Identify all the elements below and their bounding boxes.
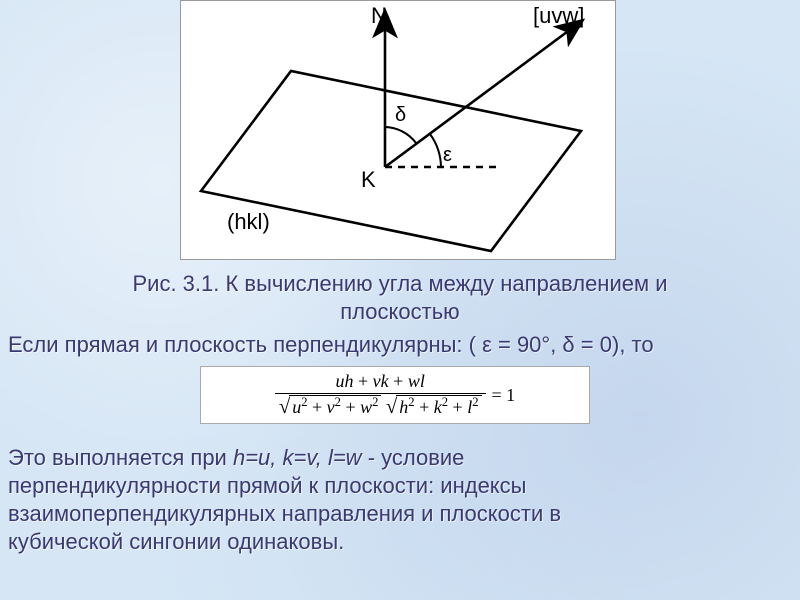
label-delta: δ	[395, 104, 406, 126]
caption-line1: Рис. 3.1. К вычислению угла между направ…	[0, 270, 800, 298]
diagram-svg: N [uvw] δ ε K (hkl)	[181, 1, 617, 261]
arc-epsilon	[430, 134, 441, 167]
denominator: u2 + v2 + w2 h2 + k2 + l2	[275, 393, 486, 418]
crystallography-diagram: N [uvw] δ ε K (hkl)	[180, 0, 616, 260]
perp-condition-text: Если прямая и плоскость перпендикулярны:…	[8, 332, 654, 358]
conclusion-l2: перпендикулярности прямой к плоскости: и…	[8, 472, 561, 500]
label-N: N	[371, 3, 387, 28]
conclusion-l4: кубической сингонии одинаковы.	[8, 528, 561, 556]
label-K: K	[361, 167, 376, 192]
label-hkl: (hkl)	[227, 209, 270, 234]
label-epsilon: ε	[443, 144, 452, 166]
arc-delta	[385, 127, 416, 143]
caption-line2: плоскостью	[0, 298, 800, 326]
fraction: uh + vk + wl u2 + v2 + w2 h2 + k2 + l2	[275, 372, 486, 418]
formula-box: uh + vk + wl u2 + v2 + w2 h2 + k2 + l2 =…	[200, 366, 590, 424]
sqrt-hkl: h2 + k2 + l2	[386, 395, 482, 418]
conclusion-l3: взаимоперпендикулярных направления и пло…	[8, 500, 561, 528]
figure-caption: Рис. 3.1. К вычислению угла между направ…	[0, 270, 800, 326]
label-uvw: [uvw]	[533, 3, 584, 28]
uvw-vector	[385, 23, 579, 167]
sqrt-uvw: u2 + v2 + w2	[279, 395, 382, 418]
conclusion-text: Это выполняется при h=u, k=v, l=w - усло…	[8, 444, 561, 556]
conclusion-l1: Это выполняется при h=u, k=v, l=w - усло…	[8, 444, 561, 472]
formula: uh + vk + wl u2 + v2 + w2 h2 + k2 + l2 =…	[201, 367, 589, 423]
numerator: uh + vk + wl	[332, 372, 429, 393]
equals-one: = 1	[492, 385, 516, 406]
